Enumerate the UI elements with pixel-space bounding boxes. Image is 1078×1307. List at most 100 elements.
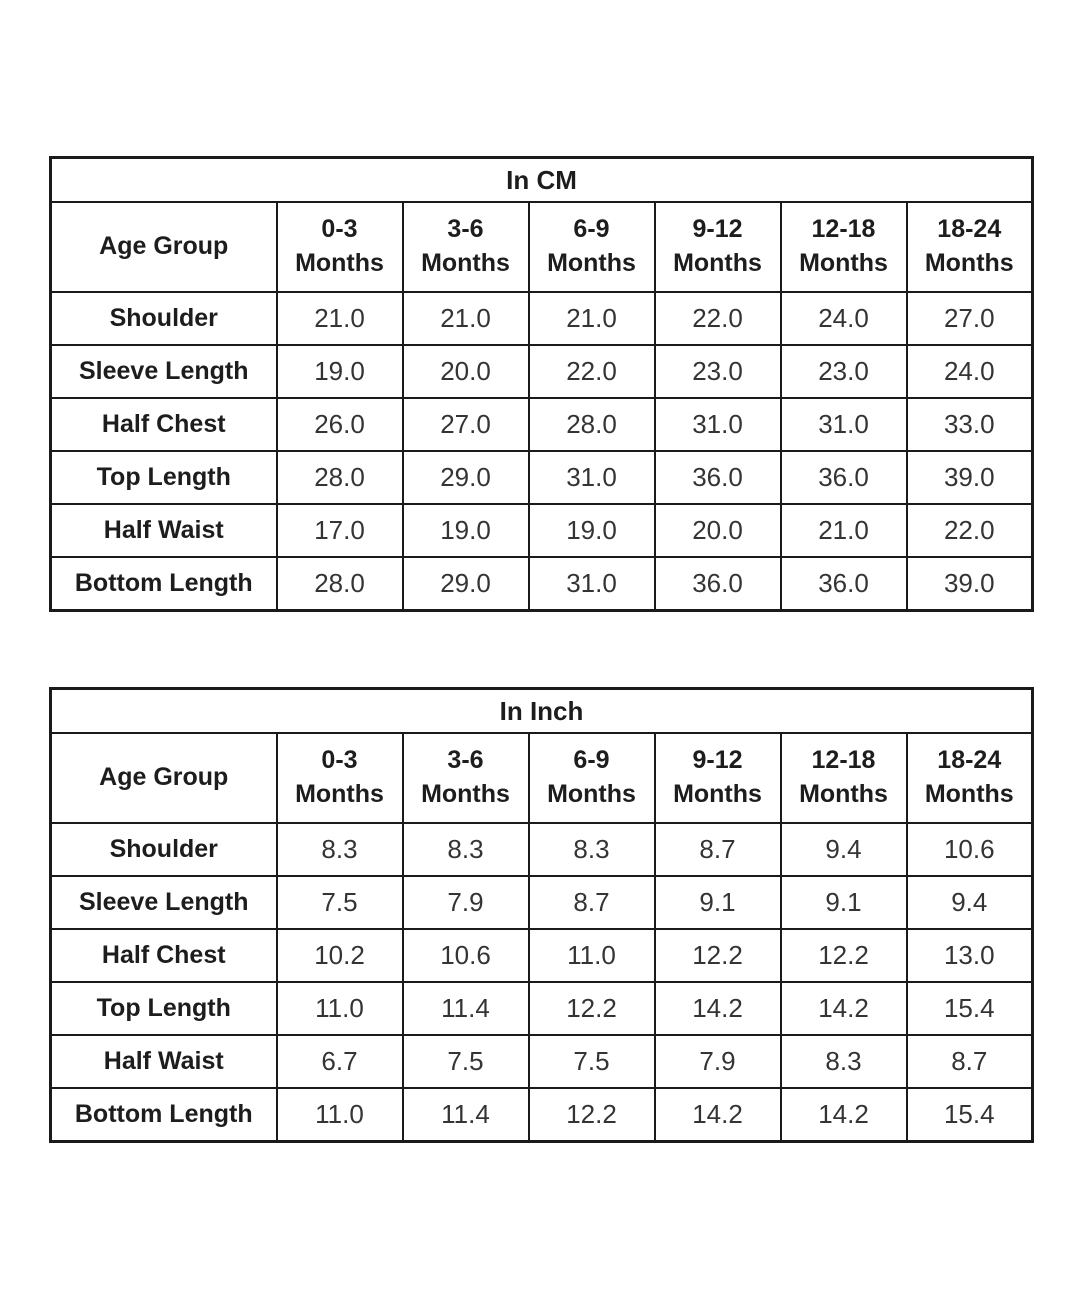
column-header: 18-24 Months — [905, 201, 1034, 293]
column-header: 12-18 Months — [779, 732, 908, 824]
table-row: Bottom Length 11.0 11.4 12.2 14.2 14.2 15.4 — [49, 1087, 1034, 1142]
value-cell: 33.0 — [905, 397, 1034, 452]
value-cell: 19.0 — [527, 503, 656, 558]
value-cell: 19.0 — [275, 344, 404, 399]
value-cell: 36.0 — [779, 450, 908, 505]
value-cell: 8.7 — [653, 822, 782, 877]
column-header-range: 18-24 — [937, 215, 1002, 244]
column-header-unit: Months — [924, 780, 1014, 808]
value-cell: 39.0 — [905, 556, 1034, 611]
value-cell: 20.0 — [401, 344, 530, 399]
column-header-unit: Months — [547, 780, 636, 808]
column-header-range: 0-3 — [321, 215, 358, 244]
column-header-unit: Months — [924, 249, 1014, 277]
value-cell: 12.2 — [779, 928, 908, 983]
column-header-unit: Months — [673, 249, 762, 277]
column-header: 0-3 Months — [275, 201, 404, 293]
value-cell: 29.0 — [401, 556, 530, 611]
value-cell: 14.2 — [653, 1087, 782, 1142]
value-cell: 7.5 — [275, 875, 404, 930]
value-cell: 10.6 — [401, 928, 530, 983]
row-label: Bottom Length — [49, 1087, 278, 1142]
table-row: Half Waist 17.0 19.0 19.0 20.0 21.0 22.0 — [49, 503, 1034, 558]
column-header-unit: Months — [799, 249, 888, 277]
row-label: Shoulder — [49, 291, 278, 346]
table-row: Half Chest 26.0 27.0 28.0 31.0 31.0 33.0 — [49, 397, 1034, 452]
column-header: 3-6 Months — [401, 732, 530, 824]
value-cell: 11.0 — [275, 981, 404, 1036]
column-header-range: 12-18 — [811, 746, 876, 775]
column-header-unit: Months — [421, 249, 510, 277]
column-header: 9-12 Months — [653, 732, 782, 824]
value-cell: 13.0 — [905, 928, 1034, 983]
value-cell: 22.0 — [905, 503, 1034, 558]
value-cell: 9.4 — [905, 875, 1034, 930]
value-cell: 23.0 — [653, 344, 782, 399]
value-cell: 21.0 — [401, 291, 530, 346]
size-table-cm: In CM Age Group 0-3 Months 3-6 Months 6-9 Month… — [49, 156, 1035, 612]
column-header-unit: Months — [421, 780, 510, 808]
table-title: In Inch — [49, 687, 1034, 734]
value-cell: 9.4 — [779, 822, 908, 877]
row-label: Top Length — [49, 981, 278, 1036]
value-cell: 15.4 — [905, 981, 1034, 1036]
size-table-grid: In CM Age Group 0-3 Months 3-6 Months 6-9 Month… — [49, 156, 1035, 612]
table-row: Bottom Length 28.0 29.0 31.0 36.0 36.0 39.0 — [49, 556, 1034, 611]
value-cell: 36.0 — [653, 450, 782, 505]
row-label: Sleeve Length — [49, 344, 278, 399]
column-header-range: 9-12 — [692, 746, 743, 775]
value-cell: 26.0 — [275, 397, 404, 452]
value-cell: 9.1 — [653, 875, 782, 930]
value-cell: 11.4 — [401, 1087, 530, 1142]
value-cell: 17.0 — [275, 503, 404, 558]
value-cell: 28.0 — [527, 397, 656, 452]
column-header-range: 3-6 — [447, 215, 484, 244]
value-cell: 12.2 — [527, 981, 656, 1036]
column-header-unit: Months — [295, 780, 384, 808]
value-cell: 14.2 — [653, 981, 782, 1036]
value-cell: 21.0 — [527, 291, 656, 346]
row-label: Half Waist — [49, 503, 278, 558]
value-cell: 27.0 — [905, 291, 1034, 346]
value-cell: 7.9 — [653, 1034, 782, 1089]
table-row: Half Chest 10.2 10.6 11.0 12.2 12.2 13.0 — [49, 928, 1034, 983]
age-group-header: Age Group — [49, 201, 278, 293]
value-cell: 27.0 — [401, 397, 530, 452]
table-row: Half Waist 6.7 7.5 7.5 7.9 8.3 8.7 — [49, 1034, 1034, 1089]
value-cell: 14.2 — [779, 1087, 908, 1142]
value-cell: 9.1 — [779, 875, 908, 930]
column-header: 0-3 Months — [275, 732, 404, 824]
column-header: 6-9 Months — [527, 201, 656, 293]
column-header-range: 9-12 — [692, 215, 743, 244]
column-header-range: 18-24 — [937, 746, 1002, 775]
value-cell: 39.0 — [905, 450, 1034, 505]
value-cell: 28.0 — [275, 556, 404, 611]
value-cell: 23.0 — [779, 344, 908, 399]
column-header-unit: Months — [295, 249, 384, 277]
value-cell: 10.6 — [905, 822, 1034, 877]
row-label: Shoulder — [49, 822, 278, 877]
row-label: Half Waist — [49, 1034, 278, 1089]
column-header: 6-9 Months — [527, 732, 656, 824]
value-cell: 36.0 — [779, 556, 908, 611]
row-label: Half Chest — [49, 928, 278, 983]
value-cell: 8.3 — [779, 1034, 908, 1089]
value-cell: 12.2 — [527, 1087, 656, 1142]
value-cell: 8.3 — [275, 822, 404, 877]
column-header-range: 6-9 — [573, 215, 610, 244]
column-header-range: 0-3 — [321, 746, 358, 775]
row-label: Bottom Length — [49, 556, 278, 611]
table-row: Shoulder 21.0 21.0 21.0 22.0 24.0 27.0 — [49, 291, 1034, 346]
value-cell: 7.5 — [527, 1034, 656, 1089]
value-cell: 8.3 — [401, 822, 530, 877]
column-header: 9-12 Months — [653, 201, 782, 293]
value-cell: 29.0 — [401, 450, 530, 505]
value-cell: 6.7 — [275, 1034, 404, 1089]
value-cell: 8.3 — [527, 822, 656, 877]
table-row: Top Length 11.0 11.4 12.2 14.2 14.2 15.4 — [49, 981, 1034, 1036]
value-cell: 14.2 — [779, 981, 908, 1036]
value-cell: 8.7 — [527, 875, 656, 930]
column-header: 3-6 Months — [401, 201, 530, 293]
value-cell: 8.7 — [905, 1034, 1034, 1089]
